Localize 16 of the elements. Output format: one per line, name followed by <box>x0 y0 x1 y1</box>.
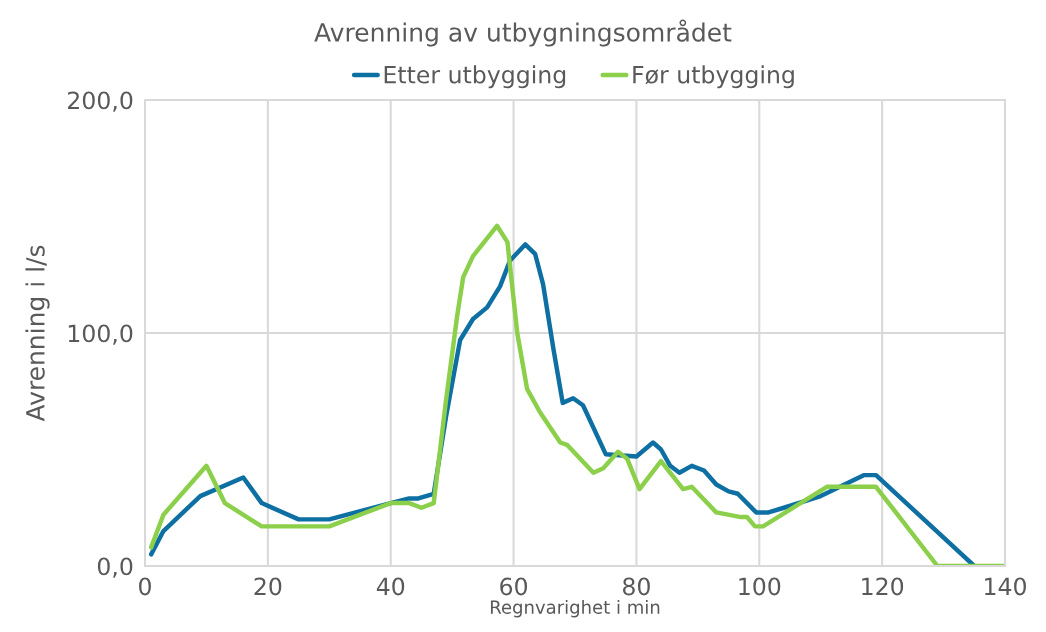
x-tick-label: 20 <box>254 577 282 596</box>
x-tick-label: 0 <box>139 577 151 596</box>
y-tick-label: 100,0 <box>68 324 133 345</box>
legend-label: Før utbygging <box>633 65 794 89</box>
y-axis-title: Avrenning i l/s <box>25 245 50 422</box>
y-tick-label: 200,0 <box>68 91 133 112</box>
x-tick-label: 80 <box>623 577 650 596</box>
y-tick-label: 0,0 <box>97 557 133 578</box>
x-tick-label: 60 <box>500 577 528 596</box>
legend-label: Etter utbygging <box>384 65 566 89</box>
x-axis-title: Regnvarighet i min <box>490 599 660 618</box>
x-tick-label: 100 <box>739 577 781 596</box>
x-tick-label: 120 <box>862 577 904 596</box>
x-tick-label: 140 <box>985 577 1026 596</box>
chart-title: Avrenning av utbygningsområdet <box>314 19 732 47</box>
x-tick-label: 40 <box>376 577 405 596</box>
